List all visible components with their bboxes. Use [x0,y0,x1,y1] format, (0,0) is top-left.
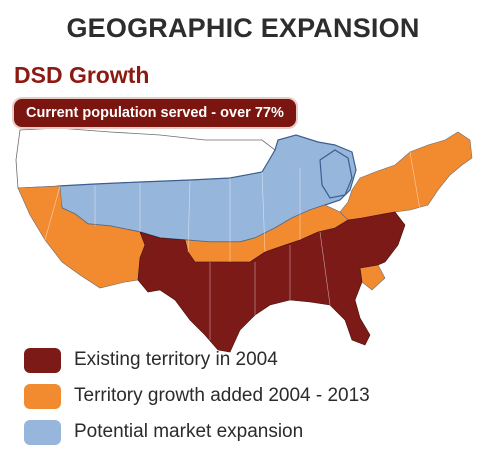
page-title: GEOGRAPHIC EXPANSION [66,13,420,43]
region-existing-south [137,211,406,353]
legend-item-growth: Territory growth added 2004 - 2013 [24,378,370,414]
legend-swatch-existing [24,347,61,373]
legend-item-existing: Existing territory in 2004 [24,342,370,378]
population-banner: Current population served - over 77% [14,99,296,127]
legend-swatch-potential [24,419,61,445]
region-growth-carolina [359,264,386,291]
legend: Existing territory in 2004 Territory gro… [24,342,370,450]
legend-label: Existing territory in 2004 [74,349,278,370]
legend-label: Potential market expansion [74,421,304,442]
subtitle: DSD Growth [14,62,150,88]
legend-item-potential: Potential market expansion [24,414,370,450]
legend-label: Territory growth added 2004 - 2013 [74,385,370,406]
region-growth-northeast [339,131,473,221]
region-michigan [319,149,353,199]
state-borders [44,151,421,340]
legend-swatch-growth [24,383,61,409]
us-territory-map [15,127,473,353]
